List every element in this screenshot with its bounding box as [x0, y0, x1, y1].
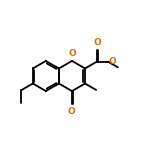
- Text: O: O: [68, 49, 76, 58]
- Text: O: O: [109, 57, 117, 66]
- Text: O: O: [67, 107, 75, 116]
- Text: O: O: [94, 38, 102, 47]
